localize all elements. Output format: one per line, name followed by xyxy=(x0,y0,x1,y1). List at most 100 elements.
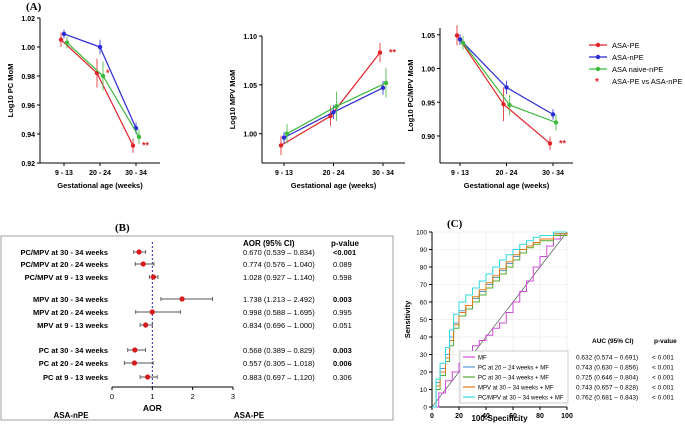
auc-value: 0.632 (0.574 – 0.691) xyxy=(576,355,638,362)
data-point xyxy=(328,113,333,119)
aor-point xyxy=(145,374,151,380)
data-point xyxy=(281,135,287,140)
data-point xyxy=(136,134,142,140)
x-tick-label: 20 - 24 xyxy=(496,170,518,177)
x-axis-label: Gestational age (weeks) xyxy=(291,181,377,190)
legend-marker xyxy=(595,42,601,48)
x-tick-label: 3 xyxy=(231,392,235,401)
data-point xyxy=(284,131,290,136)
data-point xyxy=(504,85,509,90)
legend-label: PC at 20 – 24 weeks + MF xyxy=(478,366,549,372)
auc-value: 0.725 (0.646 – 0.804) xyxy=(576,375,638,382)
y-tick-label: 0.90 xyxy=(421,134,435,141)
legend-label: MF xyxy=(478,356,487,362)
aor-ci-value: 0.670 (0.539 – 0.834) xyxy=(243,248,315,257)
y-tick-label: 0.98 xyxy=(21,74,35,81)
x-tick-label: 2 xyxy=(191,392,195,401)
roc-legend-box xyxy=(459,350,569,404)
x-tick-label: 30 - 34 xyxy=(372,170,394,177)
y-tick-label: 1.00 xyxy=(243,132,257,139)
y-tick-label: 1.00 xyxy=(21,45,35,52)
aor-ci-value: 0.774 (0.576 – 1.040) xyxy=(243,260,315,269)
y-tick-label: 10 xyxy=(420,387,428,394)
x-tick-label: 9 - 13 xyxy=(55,170,73,177)
aor-point xyxy=(143,322,149,328)
y-tick-label: 0.95 xyxy=(421,100,435,107)
row-label: MPV at 20 - 24 weeks xyxy=(33,308,108,317)
significance-marker: * xyxy=(106,68,110,78)
aor-ci-value: 0.998 (0.588 – 1.695) xyxy=(243,308,315,317)
roc-curve xyxy=(432,232,568,408)
p-value: 0.051 xyxy=(333,321,352,330)
row-label: PC at 9 - 13 weeks xyxy=(43,373,108,382)
row-label: PC/MPV at 9 - 13 weeks xyxy=(25,273,108,282)
forest-frame xyxy=(0,235,394,421)
p-value: 0.003 xyxy=(333,295,352,304)
aor-point xyxy=(131,360,138,366)
pc-mom-chart: 0.92 0.94 0.96 0.98 1.00 1.02 9 - 13 20 - 24 30 … xyxy=(6,16,160,190)
aor-ci-value: 0.568 (0.389 – 0.829) xyxy=(243,346,315,355)
y-tick-label: 1.02 xyxy=(21,16,35,23)
legend-star: * xyxy=(595,77,599,88)
data-point xyxy=(501,102,506,107)
x-axis-label: Gestational age (weeks) xyxy=(464,181,550,190)
roc-chart: 0 20 40 60 80 100 0 10 20 30 40 50 60 70 80 90 100 100-Sp… xyxy=(403,230,677,424)
legend-label: PC/MPV at 30 – 34 weeks + MF xyxy=(478,396,564,402)
aor-point xyxy=(140,261,146,267)
mpv-mom-chart: 1.00 1.05 1.10 9 - 13 20 - 24 30 - 34 Gestatio… xyxy=(228,34,405,190)
p-value: 0.306 xyxy=(333,373,352,382)
row-label: PC/MPV at 30 - 34 weeks xyxy=(20,248,108,257)
data-point xyxy=(550,112,556,117)
x-axis-label: 100-Specificity xyxy=(471,414,528,423)
y-tick-label: 1.00 xyxy=(421,67,435,74)
legend-label: ASA-PE xyxy=(612,41,640,50)
y-tick-label: 1.05 xyxy=(243,83,257,90)
x-tick-label: 1 xyxy=(150,392,154,401)
x-tick-label: 30 - 34 xyxy=(125,170,147,177)
legend-label: ASA-PE vs ASA-nPE xyxy=(612,77,682,86)
p-value-header: p-value xyxy=(331,239,360,248)
data-point xyxy=(64,40,70,45)
data-point xyxy=(507,102,512,108)
y-axis-label: Sensitivity xyxy=(403,300,412,338)
y-tick-label: 0.92 xyxy=(21,161,35,168)
p-value: <0.001 xyxy=(333,248,356,257)
x-tick-label: 9 - 13 xyxy=(451,170,469,177)
y-tick-label: 1.10 xyxy=(243,34,257,41)
aor-ci-value: 0.834 (0.696 – 1.000) xyxy=(243,321,315,330)
x-axis-label: Gestational age (weeks) xyxy=(57,181,143,190)
p-value: 0.003 xyxy=(333,346,352,355)
x-tick-label: 20 xyxy=(455,413,463,420)
data-point xyxy=(97,44,103,50)
auc-p-value: < 0.001 xyxy=(652,385,674,392)
series-line xyxy=(60,39,134,146)
x-tick-label: 0 xyxy=(430,413,434,420)
y-tick-label: 50 xyxy=(420,317,428,324)
y-tick-label: 70 xyxy=(420,282,428,289)
aor-ci-value: 1.738 (1.213 – 2.492) xyxy=(243,295,315,304)
y-tick-label: 80 xyxy=(420,265,428,272)
y-tick-label: 0.94 xyxy=(21,132,35,139)
roc-curve xyxy=(432,231,567,408)
aor-point xyxy=(149,309,155,315)
right-direction-label: ASA-PE xyxy=(234,411,265,420)
significance-marker: ** xyxy=(559,138,567,148)
p-value: 0.006 xyxy=(333,359,352,368)
data-point xyxy=(380,85,386,90)
x-tick-label: 100 xyxy=(561,413,573,420)
p-value: 0.995 xyxy=(333,308,352,317)
row-label: MPV at 30 - 34 weeks xyxy=(33,295,108,304)
x-tick-label: 0 xyxy=(110,392,114,401)
legend-label: PC at 30 – 34 weeks + MF xyxy=(478,376,549,382)
data-point xyxy=(334,104,339,109)
aor-point xyxy=(136,249,142,255)
auc-value: 0.743 (0.630 – 0.856) xyxy=(576,365,638,372)
forest-plot: 0 1 2 3 AOR ASA-nPE ASA-PE AOR (95% CI) p-value P… xyxy=(0,235,394,421)
data-point xyxy=(377,50,383,55)
data-point xyxy=(460,40,466,46)
y-tick-label: 0.96 xyxy=(21,103,35,110)
aor-point xyxy=(150,274,157,280)
row-label: MPV at 9 - 13 weeks xyxy=(37,321,108,330)
data-point xyxy=(58,37,64,42)
